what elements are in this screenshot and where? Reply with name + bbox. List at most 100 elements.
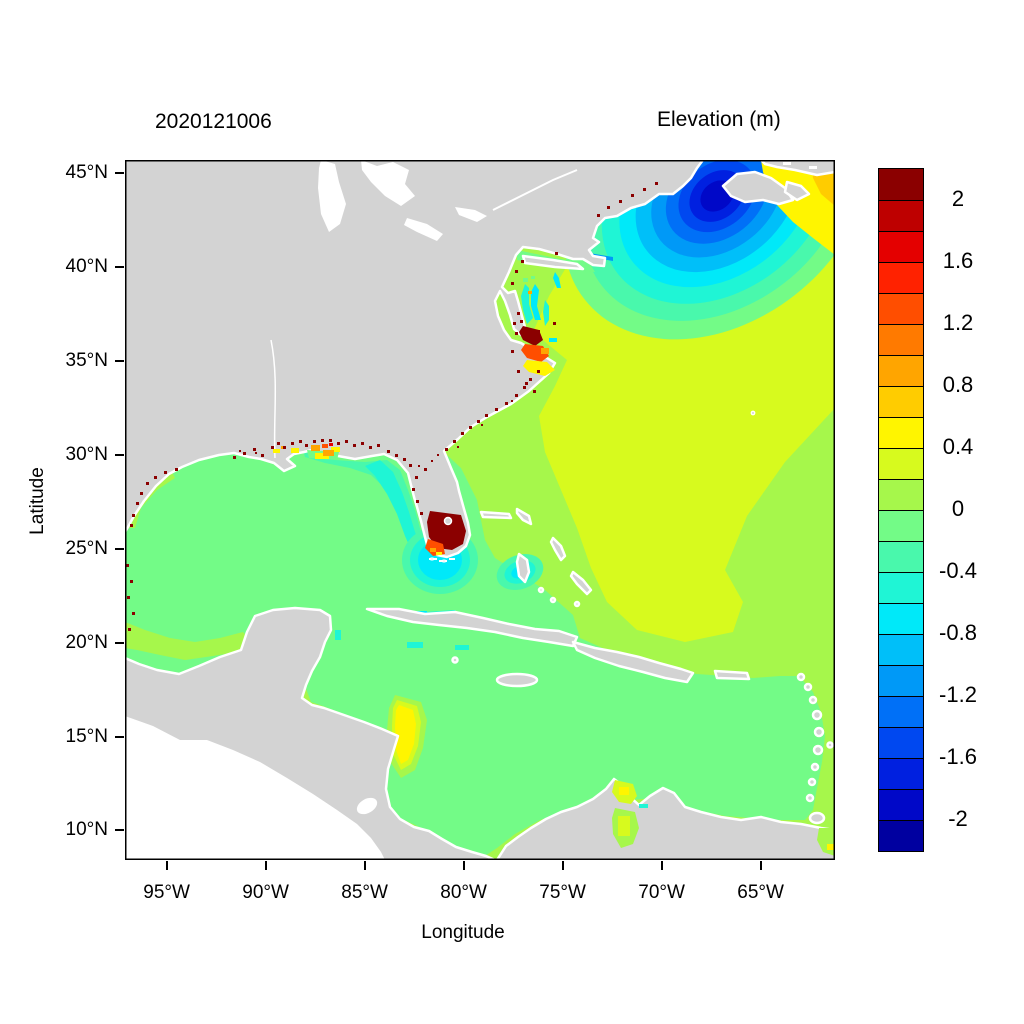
colorbar-cell xyxy=(879,262,923,293)
lake-michigan xyxy=(318,160,346,232)
jamaica xyxy=(495,672,539,688)
campeche-fringe xyxy=(125,622,250,660)
lake-nicaragua xyxy=(356,797,378,815)
cozumel-turquoise xyxy=(335,630,341,640)
feature-layer xyxy=(273,272,835,856)
colorbar-tick-label: 0 xyxy=(951,496,965,521)
x-tick-mark xyxy=(660,861,663,870)
lake-okeechobee xyxy=(443,516,453,526)
y-tick-label: 25°N xyxy=(65,537,108,559)
newfoundland-gap-2 xyxy=(809,166,817,169)
x-tick-label: 65°W xyxy=(737,882,784,903)
colorbar-tick-label: 0.4 xyxy=(942,434,974,459)
bahamas xyxy=(479,507,593,608)
colorbar-cell xyxy=(879,386,923,417)
gulf-of-maine-anomaly xyxy=(563,160,835,340)
y-tick-label: 20°N xyxy=(65,631,108,653)
colorbar-cell xyxy=(879,510,923,541)
map-border xyxy=(125,160,835,860)
x-tick-label: 85°W xyxy=(341,882,388,903)
south-cuba-turquoise-2 xyxy=(455,645,469,650)
y-axis-label: Latitude xyxy=(27,467,48,535)
pacific-ocean-nodata xyxy=(125,716,385,860)
colorbar-cell xyxy=(879,231,923,262)
y-tick-label: 30°N xyxy=(65,443,108,465)
cayman xyxy=(451,656,459,664)
colorbar-cell xyxy=(879,355,923,386)
colorbar-cell xyxy=(879,727,923,758)
puerto-rico xyxy=(713,669,751,681)
x-tick-mark xyxy=(759,861,762,870)
colorbar xyxy=(878,168,924,852)
colorbar-tick-label: 0.8 xyxy=(942,372,974,397)
y-tick-mark xyxy=(115,641,124,644)
cape-breton xyxy=(783,180,811,202)
x-tick-mark xyxy=(165,861,168,870)
colorbar-cell xyxy=(879,634,923,665)
chesapeake-orange-speck xyxy=(528,291,532,294)
x-tick-label: 90°W xyxy=(242,882,289,903)
colorbar-cell xyxy=(879,665,923,696)
x-tick-mark xyxy=(264,861,267,870)
lake-ontario xyxy=(455,207,487,222)
colorbar-cell xyxy=(879,293,923,324)
x-tick-label: 80°W xyxy=(440,882,487,903)
x-tick-mark xyxy=(561,861,564,870)
colorbar-tick-label: -2 xyxy=(948,806,968,831)
colorbar-cell xyxy=(879,820,923,851)
texas-coastal-band xyxy=(127,470,175,528)
colorbar-tick-label: -1.2 xyxy=(939,682,977,707)
newfoundland-gap xyxy=(783,162,791,165)
colorbar-tick-label: -0.8 xyxy=(939,620,977,645)
y-tick-mark xyxy=(115,172,124,175)
south-cuba-turquoise xyxy=(407,642,423,648)
newfoundland xyxy=(759,160,835,177)
trinidad-corner-patch xyxy=(817,828,835,856)
lake-huron xyxy=(361,160,415,206)
colorbar-cell xyxy=(879,169,923,200)
colorbar-tick-label: -0.4 xyxy=(939,558,977,583)
lesser-antilles xyxy=(451,656,834,825)
map-canvas xyxy=(125,160,835,860)
long-island xyxy=(521,254,585,271)
y-tick-label: 45°N xyxy=(65,162,108,184)
y-tick-label: 15°N xyxy=(65,725,108,747)
y-tick-mark xyxy=(115,266,124,268)
north-america xyxy=(125,160,705,559)
gulf-caribbean-green xyxy=(125,432,825,856)
y-tick-mark xyxy=(115,359,124,362)
south-florida-maximum xyxy=(425,511,466,563)
timestamp-title: 2020121006 xyxy=(155,110,272,133)
lake-erie xyxy=(404,218,443,241)
colorbar-cell xyxy=(879,417,923,448)
maracaibo-patches xyxy=(612,780,648,848)
y-tick-mark xyxy=(115,829,124,832)
nova-scotia xyxy=(721,170,795,206)
colorbar-cell xyxy=(879,200,923,231)
colorbar-tick-label: 2 xyxy=(951,186,965,211)
mississippi-river xyxy=(270,339,277,459)
ne-gulf-mint-band xyxy=(303,450,435,568)
st-lawrence-river xyxy=(492,169,578,211)
colorbar-cell xyxy=(879,758,923,789)
nodata-layer xyxy=(125,160,817,860)
chesapeake-streak-3 xyxy=(543,300,549,326)
colorbar-title: Elevation (m) xyxy=(657,108,781,131)
y-tick-label: 35°N xyxy=(65,349,108,371)
colorbar-cell xyxy=(879,448,923,479)
colorbar-cell xyxy=(879,572,923,603)
y-tick-mark xyxy=(115,735,124,738)
x-tick-label: 70°W xyxy=(638,882,685,903)
x-tick-mark xyxy=(462,861,465,870)
colorbar-cell xyxy=(879,603,923,634)
south-america xyxy=(495,777,835,860)
trinidad xyxy=(808,811,826,825)
y-tick-mark xyxy=(115,547,124,550)
colorbar-tick-label: 1.6 xyxy=(942,248,974,273)
y-tick-mark xyxy=(115,453,124,456)
colorbar-cell xyxy=(879,789,923,820)
colorbar-cell xyxy=(879,696,923,727)
colorbar-cell xyxy=(879,324,923,355)
y-tick-label: 10°N xyxy=(65,819,108,841)
